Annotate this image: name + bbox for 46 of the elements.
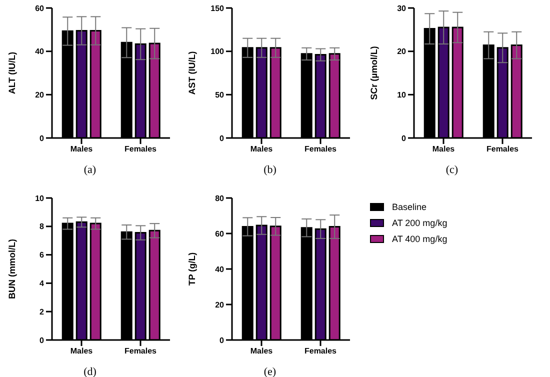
x-tick-label: Females [486, 144, 520, 154]
y-tick-label: 80 [215, 194, 225, 203]
y-tick-label: 6 [40, 250, 45, 260]
y-tick-label: 20 [35, 90, 45, 100]
x-tick-label: Females [124, 346, 158, 356]
y-tick-label: 2 [40, 307, 45, 316]
y-axis-title: BUN (mmol/L) [7, 239, 18, 299]
y-axis-title: AST (IU/L) [187, 51, 198, 95]
y-tick-label: 60 [35, 4, 45, 13]
y-tick-label: 0 [220, 134, 225, 143]
y-tick-label: 0 [402, 134, 407, 143]
y-tick-label: 4 [40, 279, 45, 288]
x-tick-label: Males [70, 144, 94, 154]
text: (a) [82, 164, 98, 176]
x-tick-label: Males [250, 346, 274, 356]
y-tick-label: 50 [215, 90, 225, 100]
y-tick-label: 40 [35, 47, 45, 56]
text: (d) [82, 366, 98, 377]
text: (c) [444, 164, 460, 176]
x-tick-label: Females [304, 346, 338, 356]
x-tick-label: Males [70, 346, 94, 356]
y-tick-label: 40 [215, 264, 225, 274]
x-tick-label: Females [304, 144, 338, 154]
y-tick-label: 20 [215, 300, 225, 310]
x-tick-label: Males [250, 144, 274, 154]
y-tick-label: 8 [40, 222, 45, 232]
y-tick-label: 0 [220, 336, 225, 345]
legend-label: AT 400 mg/kg [392, 234, 448, 244]
y-tick-label: 10 [397, 90, 407, 100]
text: (b) [262, 164, 278, 176]
y-axis-title: TP (g/L) [187, 252, 198, 286]
y-tick-label: 20 [397, 47, 407, 56]
y-tick-label: 0 [40, 134, 45, 143]
x-tick-label: Males [432, 144, 456, 154]
y-axis-title: SCr (µmol/L) [369, 46, 380, 100]
text: (e) [262, 366, 278, 377]
legend-label: AT 200 mg/kg [392, 218, 448, 228]
y-tick-label: 100 [210, 47, 225, 56]
y-tick-label: 30 [397, 4, 407, 13]
x-tick-label: Females [124, 144, 158, 154]
y-tick-label: 150 [210, 4, 225, 13]
y-tick-label: 0 [40, 336, 45, 345]
y-tick-label: 60 [215, 229, 225, 238]
y-tick-label: 10 [35, 194, 45, 203]
y-axis-title: ALT (IU/L) [7, 52, 18, 94]
legend-label: Baseline [392, 202, 427, 212]
